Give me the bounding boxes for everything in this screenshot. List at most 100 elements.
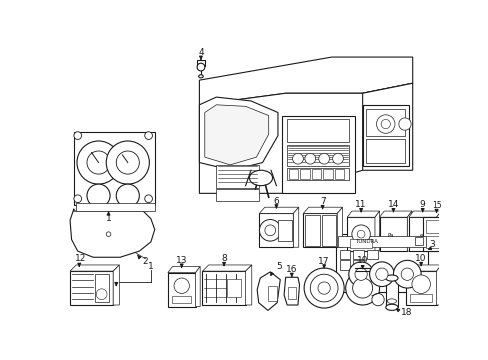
Bar xyxy=(339,260,349,270)
Text: 14: 14 xyxy=(387,201,398,210)
Circle shape xyxy=(332,153,343,164)
Bar xyxy=(216,165,258,188)
Polygon shape xyxy=(199,97,277,170)
Text: 11: 11 xyxy=(355,201,366,210)
Circle shape xyxy=(375,268,387,280)
Circle shape xyxy=(318,153,329,164)
Circle shape xyxy=(87,151,110,174)
Text: 9: 9 xyxy=(419,201,425,210)
Bar xyxy=(366,139,404,163)
Circle shape xyxy=(259,220,281,241)
Bar xyxy=(362,105,408,166)
Bar xyxy=(281,116,354,193)
Circle shape xyxy=(292,153,303,164)
Circle shape xyxy=(77,141,120,184)
Bar xyxy=(321,215,335,246)
Text: 3: 3 xyxy=(428,240,434,249)
Bar xyxy=(277,220,291,241)
Text: Pa: Pa xyxy=(386,233,393,238)
Polygon shape xyxy=(362,83,412,170)
Polygon shape xyxy=(204,105,268,165)
Polygon shape xyxy=(436,211,440,251)
Polygon shape xyxy=(405,265,440,271)
Text: 13: 13 xyxy=(176,256,187,265)
Circle shape xyxy=(197,63,204,71)
Bar xyxy=(346,217,374,251)
Polygon shape xyxy=(70,209,154,257)
Bar xyxy=(349,239,371,248)
Polygon shape xyxy=(199,57,412,105)
Circle shape xyxy=(348,262,373,287)
Text: 6: 6 xyxy=(273,197,279,206)
Text: 5: 5 xyxy=(275,262,281,271)
Polygon shape xyxy=(245,265,251,305)
Circle shape xyxy=(380,120,389,129)
Bar xyxy=(366,109,404,136)
Text: 12: 12 xyxy=(75,254,86,263)
Ellipse shape xyxy=(385,275,397,281)
Bar xyxy=(425,220,444,233)
Circle shape xyxy=(74,132,81,139)
Text: 19: 19 xyxy=(356,256,367,265)
Bar xyxy=(337,236,425,247)
Bar xyxy=(408,217,436,251)
Circle shape xyxy=(400,268,413,280)
Circle shape xyxy=(116,151,139,174)
Text: 7: 7 xyxy=(319,197,325,206)
Bar xyxy=(226,279,241,297)
Circle shape xyxy=(106,232,111,237)
Bar xyxy=(70,271,113,305)
Bar xyxy=(95,274,108,302)
Bar xyxy=(267,286,277,301)
Bar xyxy=(288,170,297,179)
Text: 10: 10 xyxy=(415,254,426,263)
Polygon shape xyxy=(195,266,200,306)
Polygon shape xyxy=(70,265,119,271)
Circle shape xyxy=(116,184,139,207)
Bar xyxy=(300,170,309,179)
Bar xyxy=(286,119,348,142)
Bar xyxy=(259,213,293,247)
Polygon shape xyxy=(337,207,342,247)
Polygon shape xyxy=(293,207,298,247)
Circle shape xyxy=(393,260,420,288)
Bar xyxy=(76,203,154,211)
Circle shape xyxy=(304,268,344,308)
Bar xyxy=(334,170,344,179)
Bar xyxy=(74,132,154,205)
Bar xyxy=(202,271,245,305)
Circle shape xyxy=(345,271,379,305)
Text: 2: 2 xyxy=(142,257,148,266)
Circle shape xyxy=(354,268,366,280)
Bar xyxy=(335,234,427,292)
Text: TUNDRA: TUNDRA xyxy=(354,239,377,244)
Circle shape xyxy=(411,275,429,293)
Text: 18: 18 xyxy=(400,308,412,317)
Bar xyxy=(323,170,332,179)
Bar xyxy=(405,271,436,305)
Circle shape xyxy=(96,289,107,300)
Ellipse shape xyxy=(198,75,203,78)
Polygon shape xyxy=(199,83,412,193)
Bar xyxy=(286,168,348,180)
Text: 4: 4 xyxy=(198,48,203,57)
Polygon shape xyxy=(259,207,298,213)
Ellipse shape xyxy=(386,299,396,303)
Bar xyxy=(353,249,364,259)
Polygon shape xyxy=(257,272,280,310)
Circle shape xyxy=(352,278,372,298)
Bar xyxy=(353,260,364,270)
Circle shape xyxy=(106,141,149,184)
Bar xyxy=(366,249,377,259)
Circle shape xyxy=(351,225,369,243)
Circle shape xyxy=(174,278,189,293)
Bar xyxy=(425,236,444,248)
Bar xyxy=(167,273,195,306)
Circle shape xyxy=(371,293,384,306)
Polygon shape xyxy=(374,211,379,251)
Circle shape xyxy=(310,274,337,302)
Bar xyxy=(409,294,431,302)
Text: 8: 8 xyxy=(221,254,226,263)
Text: 16: 16 xyxy=(285,265,297,274)
Bar xyxy=(216,189,258,201)
